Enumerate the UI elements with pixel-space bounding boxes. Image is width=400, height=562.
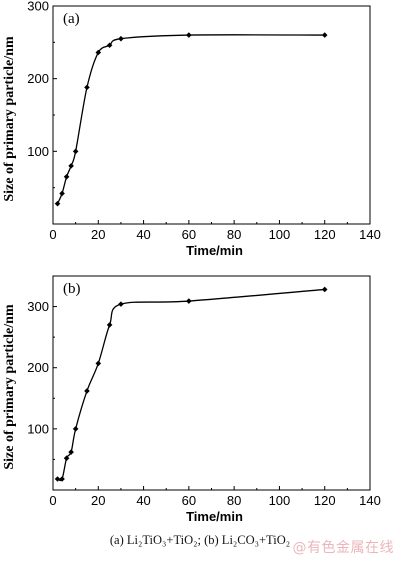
x-tick-label: 60 — [182, 493, 196, 508]
data-point — [186, 32, 192, 38]
x-tick-label: 140 — [359, 493, 381, 508]
chart-panel-b: 0 20 40 60 80 100 120 140 100 200 300 Time/min Size … — [2, 275, 381, 524]
x-tick-label: 40 — [136, 493, 150, 508]
figure-caption: (a) Li₂TiO₃+TiO₂; (b) Li₂CO₃+TiO₂ — [109, 533, 291, 547]
data-point — [95, 360, 102, 367]
data-point — [118, 35, 124, 42]
data-point — [59, 190, 65, 197]
data-point — [186, 298, 192, 304]
data-point — [63, 173, 70, 180]
data-point — [72, 148, 79, 155]
panel-label: (a) — [63, 11, 80, 27]
data-point — [68, 449, 74, 455]
data-point — [321, 32, 328, 38]
plot-frame — [52, 5, 371, 225]
plot-frame — [52, 275, 371, 491]
x-tick-label: 140 — [359, 227, 381, 242]
series-line — [56, 34, 325, 204]
series-line — [57, 288, 325, 482]
data-point — [59, 476, 65, 482]
data-point — [68, 163, 74, 169]
x-tick-label: 0 — [49, 227, 56, 242]
x-tick-label: 120 — [314, 493, 336, 508]
x-axis-title: Time/min — [186, 509, 243, 524]
data-point — [106, 322, 113, 328]
data-point — [54, 200, 61, 207]
y-tick-label: 300 — [27, 299, 49, 314]
data-point — [95, 49, 102, 56]
x-tick-label: 120 — [314, 227, 336, 242]
watermark: @有色金属在线 — [292, 540, 394, 556]
panel-label: (b) — [63, 281, 81, 297]
x-tick-label: 40 — [136, 227, 150, 242]
x-tick-label: 60 — [182, 227, 196, 242]
data-point — [321, 286, 328, 293]
y-tick-label: 200 — [27, 71, 49, 86]
data-point — [118, 301, 124, 307]
x-tick-label: 0 — [49, 493, 56, 508]
y-tick-label: 100 — [27, 421, 49, 436]
chart-panel-a: 0 20 40 60 80 100 120 140 100 200 300 Time/min Size … — [2, 0, 381, 258]
y-axis-title: Size of primary particle/nm — [2, 36, 17, 202]
y-tick-label: 200 — [27, 360, 49, 375]
x-tick-label: 80 — [227, 227, 241, 242]
y-axis-title: Size of primary particle/nm — [2, 304, 17, 470]
data-point — [106, 42, 113, 49]
x-tick-label: 100 — [269, 493, 291, 508]
x-tick-label: 80 — [227, 493, 241, 508]
y-tick-label: 100 — [27, 144, 49, 159]
data-point — [72, 426, 79, 432]
y-tick-label: 300 — [27, 0, 49, 14]
data-point — [63, 455, 70, 462]
data-point — [54, 476, 61, 482]
x-tick-label: 20 — [91, 227, 105, 242]
x-tick-label: 100 — [269, 227, 291, 242]
x-axis-title: Time/min — [186, 243, 243, 258]
x-tick-label: 20 — [91, 493, 105, 508]
data-point — [84, 388, 90, 394]
data-point — [84, 84, 90, 91]
